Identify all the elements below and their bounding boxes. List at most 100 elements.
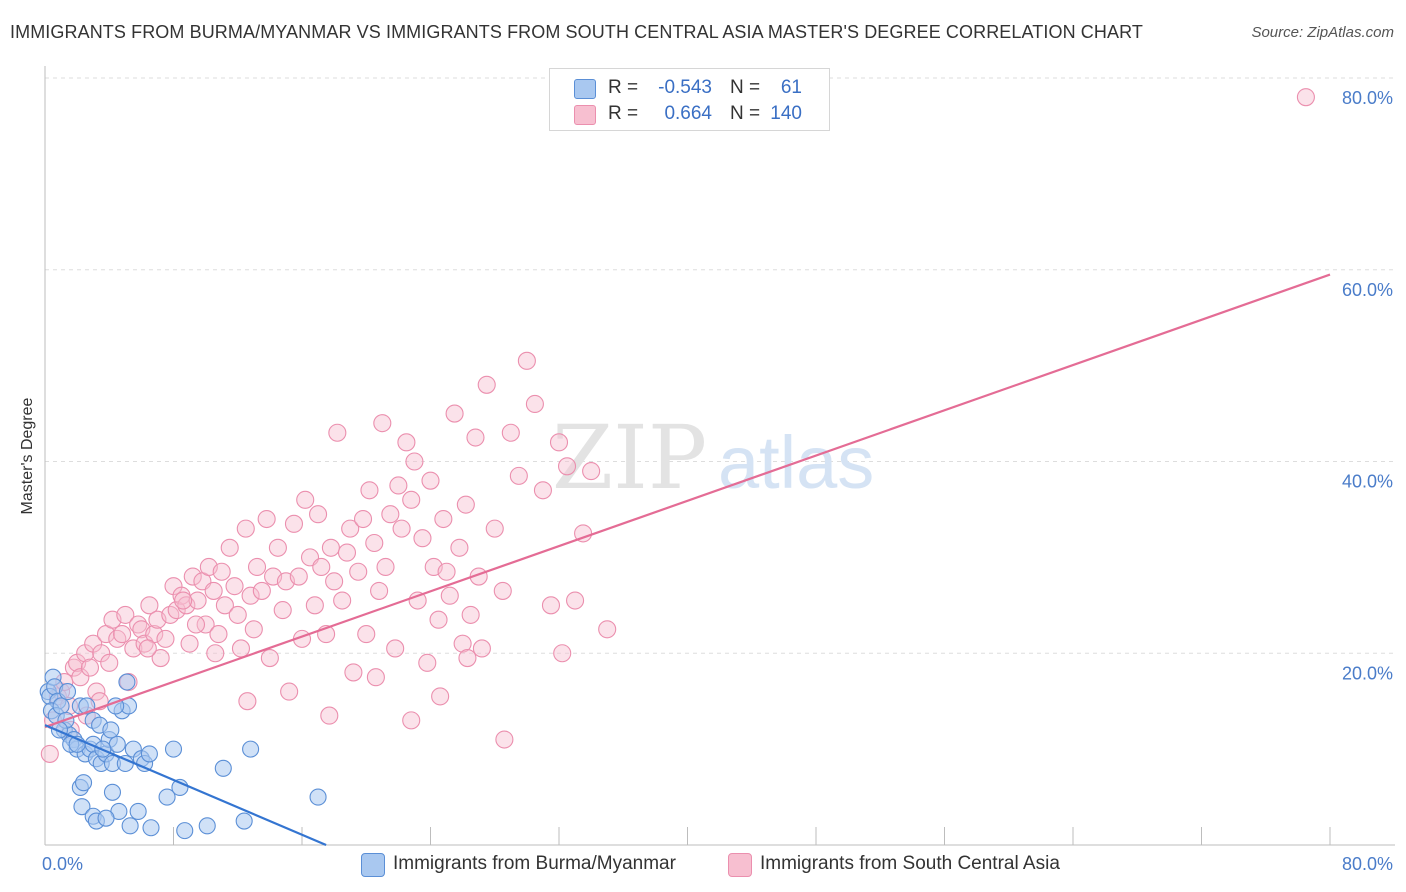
data-point-south-central-asia <box>549 433 569 452</box>
data-point-south-central-asia <box>405 452 424 471</box>
data-point-south-central-asia <box>280 682 299 701</box>
data-point-south-central-asia <box>238 692 257 711</box>
data-point-south-central-asia <box>289 567 308 586</box>
data-point-south-central-asia <box>209 625 228 644</box>
correlation-legend: R = -0.543 N = 61 R = 0.664 N = 140 <box>549 68 830 131</box>
data-point-south-central-asia <box>305 596 324 615</box>
data-point-south-central-asia <box>231 639 251 658</box>
x-tick-label: 80.0% <box>1342 854 1393 874</box>
legend-n-value: 61 <box>780 77 802 98</box>
data-point-south-central-asia <box>386 639 405 658</box>
data-point-south-central-asia <box>196 615 215 634</box>
data-point-south-central-asia <box>108 629 127 648</box>
data-point-south-central-asia <box>353 509 373 529</box>
data-point-south-central-asia <box>341 519 360 538</box>
data-point-south-central-asia <box>252 581 271 600</box>
data-point-south-central-asia <box>533 481 552 500</box>
data-point-south-central-asia <box>472 639 491 658</box>
data-point-burma-myanmar <box>97 809 115 827</box>
legend-n-value: 140 <box>770 103 802 124</box>
data-point-south-central-asia <box>140 596 159 615</box>
data-point-burma-myanmar <box>158 788 176 806</box>
data-point-burma-myanmar <box>242 740 260 758</box>
data-point-burma-myanmar <box>103 783 122 801</box>
legend-label-burma: Immigrants from Burma/Myanmar <box>393 853 676 874</box>
legend-r-label: R = <box>608 77 639 98</box>
data-point-burma-myanmar <box>214 759 232 777</box>
data-point-burma-myanmar <box>142 819 160 837</box>
legend-n-label: N = <box>730 103 761 124</box>
data-point-south-central-asia <box>450 538 469 557</box>
data-point-south-central-asia <box>220 538 239 557</box>
data-point-south-central-asia <box>429 610 448 629</box>
y-tick-label: 40.0% <box>1342 472 1393 492</box>
data-point-south-central-asia <box>458 648 477 668</box>
watermark-zip: ZIP <box>552 406 707 509</box>
data-point-burma-myanmar <box>118 673 136 691</box>
data-point-burma-myanmar <box>73 798 91 816</box>
data-point-south-central-asia <box>138 639 157 658</box>
data-point-south-central-asia <box>598 620 617 639</box>
data-point-south-central-asia <box>204 581 223 600</box>
legend-row-burma: R = -0.543 N = 61 <box>550 75 829 101</box>
data-point-south-central-asia <box>183 567 202 586</box>
data-point-burma-myanmar <box>121 817 139 835</box>
data-point-south-central-asia <box>236 519 255 538</box>
trend-line-south-central-asia <box>44 273 1331 729</box>
data-point-south-central-asia <box>553 644 572 663</box>
data-point-burma-myanmar <box>129 802 147 820</box>
data-point-south-central-asia <box>156 629 175 648</box>
data-point-south-central-asia <box>566 591 585 610</box>
data-point-south-central-asia <box>557 457 577 476</box>
data-point-south-central-asia <box>477 375 496 394</box>
data-point-south-central-asia <box>344 663 363 682</box>
y-tick-label: 80.0% <box>1342 88 1393 108</box>
data-point-south-central-asia <box>188 591 207 610</box>
data-point-south-central-asia <box>260 648 279 668</box>
data-point-south-central-asia <box>268 538 287 557</box>
legend-r-label: R = <box>608 103 639 124</box>
data-point-burma-myanmar <box>140 745 158 763</box>
data-point-south-central-asia <box>151 648 170 668</box>
data-point-south-central-asia <box>180 634 199 653</box>
data-point-south-central-asia <box>366 668 385 687</box>
data-point-south-central-asia <box>434 509 453 529</box>
data-point-south-central-asia <box>349 562 368 581</box>
legend-r-value: -0.543 <box>658 77 712 98</box>
data-point-south-central-asia <box>357 625 376 644</box>
data-point-south-central-asia <box>360 481 379 500</box>
data-point-south-central-asia <box>80 658 100 677</box>
data-point-south-central-asia <box>495 730 514 749</box>
data-point-south-central-asia <box>241 586 260 605</box>
data-point-south-central-asia <box>525 394 544 414</box>
data-point-south-central-asia <box>135 634 154 653</box>
data-point-south-central-asia <box>402 711 421 730</box>
tick-labels: 20.0% 40.0% 60.0% 80.0% 0.0% 80.0% <box>42 88 1393 874</box>
data-point-south-central-asia <box>437 562 456 581</box>
data-point-south-central-asia <box>124 639 143 658</box>
data-point-burma-myanmar <box>235 812 253 830</box>
data-point-south-central-asia <box>167 601 186 620</box>
data-point-south-central-asia <box>257 509 276 529</box>
data-point-south-central-asia <box>517 351 536 370</box>
data-point-south-central-asia <box>40 744 59 763</box>
data-point-burma-myanmar <box>108 735 126 753</box>
data-point-south-central-asia <box>320 706 339 725</box>
data-point-south-central-asia <box>87 682 106 701</box>
data-point-south-central-asia <box>64 658 83 677</box>
data-point-south-central-asia <box>100 653 119 672</box>
data-point-burma-myanmar <box>309 788 327 806</box>
data-point-south-central-asia <box>325 572 344 591</box>
data-point-burma-myanmar <box>176 822 194 840</box>
data-point-south-central-asia <box>228 605 247 624</box>
data-point-south-central-asia <box>365 533 384 553</box>
data-point-south-central-asia <box>71 668 90 687</box>
data-point-south-central-asia <box>247 557 267 577</box>
data-point-south-central-asia <box>461 605 480 624</box>
legend-swatch-blue <box>361 853 385 877</box>
data-point-burma-myanmar <box>52 697 70 715</box>
trend-line-burma-myanmar <box>44 724 327 847</box>
data-point-south-central-asia <box>397 433 416 452</box>
data-point-south-central-asia <box>321 538 340 557</box>
